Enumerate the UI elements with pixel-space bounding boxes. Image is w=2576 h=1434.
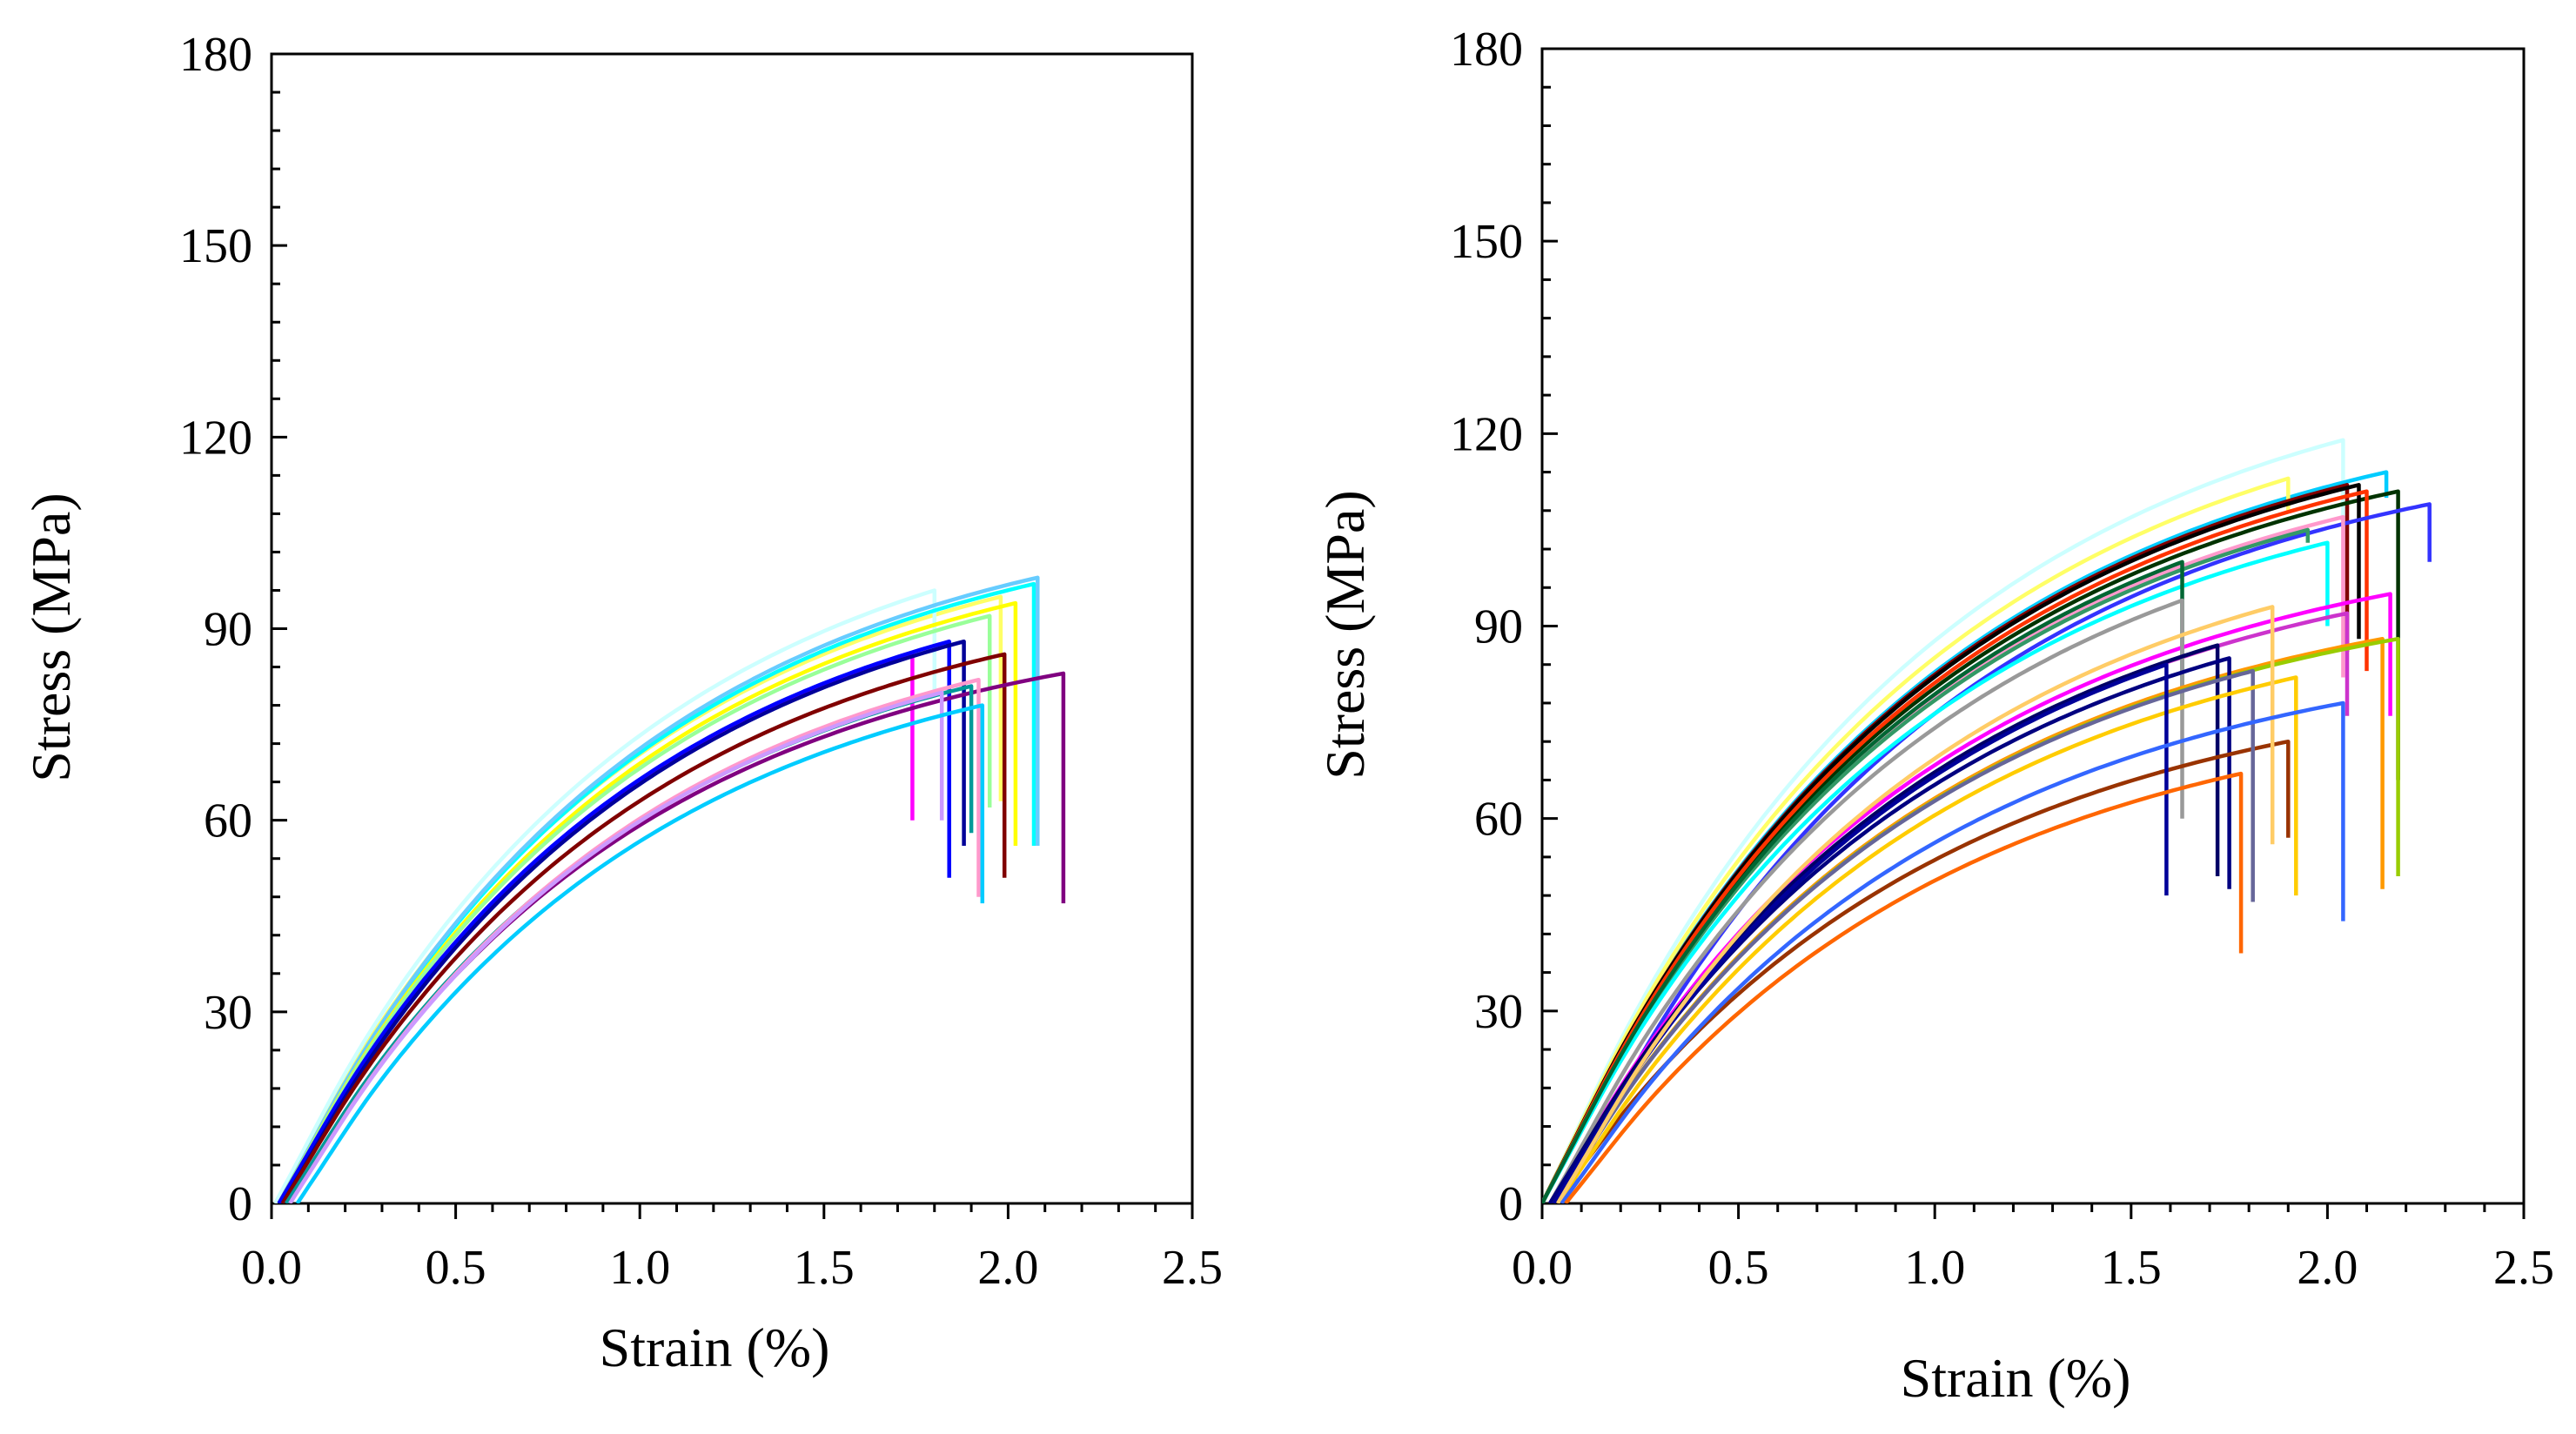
series-line-s4 (277, 575, 1040, 1203)
left-stress-strain-chart: 0 30 60 90 120 150 180 0.0 0.5 1.0 1.5 2.0 2.5 Strain… (20, 28, 1223, 1378)
series-line-r6 (1542, 483, 2361, 1203)
x-axis-title: Strain (%) (1901, 1347, 2131, 1409)
y-tick-label: 120 (179, 411, 252, 465)
series-line-r1 (1542, 438, 2345, 1203)
series-line-s6 (277, 613, 992, 1203)
series-line-r11 (1542, 540, 2330, 1203)
y-tick-label: 60 (1474, 793, 1523, 847)
x-tick-label: 0.0 (241, 1241, 302, 1295)
x-tick-label: 0.5 (1708, 1241, 1769, 1295)
series-group (273, 575, 1066, 1203)
series-line-r12 (1542, 560, 2184, 1203)
y-tick-label: 90 (204, 603, 252, 657)
series-line-s5 (277, 600, 1018, 1203)
series-line-s15 (295, 703, 985, 1203)
series-line-r5 (1542, 489, 2400, 1203)
series-line-s8 (277, 639, 951, 1203)
series-group (1542, 438, 2432, 1203)
x-tick-label: 1.0 (1904, 1241, 1965, 1295)
x-tick-label: 0.0 (1512, 1241, 1573, 1295)
series-line-s1 (273, 594, 1003, 1203)
x-tick-label: 2.5 (1162, 1241, 1223, 1295)
series-line-r25 (1560, 700, 2345, 1203)
y-tick-label: 0 (1499, 1177, 1523, 1231)
series-line-s7 (277, 652, 915, 1203)
x-axis-title: Strain (%) (600, 1317, 830, 1378)
x-tick-label: 2.5 (2493, 1241, 2554, 1295)
y-tick-label: 180 (1450, 23, 1523, 77)
series-line-s11 (285, 671, 1066, 1203)
y-tick-label: 30 (1474, 985, 1523, 1039)
y-axis-title: Stress (MPa) (20, 493, 82, 781)
series-line-s9 (280, 639, 966, 1203)
x-tick-label: 0.5 (426, 1241, 486, 1295)
series-line-r13 (1548, 592, 2392, 1203)
series-line-r22 (1556, 675, 2298, 1203)
y-tick-label: 90 (1474, 600, 1523, 654)
y-axis-title: Stress (MPa) (1314, 490, 1376, 779)
y-tick-label: 30 (204, 986, 252, 1040)
x-tick-label: 1.0 (609, 1241, 670, 1295)
y-tick-label: 150 (179, 219, 252, 273)
series-line-r15 (1548, 598, 2184, 1203)
x-tick-label: 1.5 (794, 1241, 855, 1295)
series-line-r19 (1548, 656, 2231, 1203)
y-tick-label: 0 (228, 1177, 252, 1231)
x-tick-label: 2.0 (2297, 1241, 2358, 1295)
x-tick-label: 1.5 (2101, 1241, 2162, 1295)
series-line-r2 (1542, 470, 2389, 1203)
series-line-r24 (1556, 605, 2275, 1203)
y-tick-label: 120 (1450, 407, 1523, 461)
series-line-r4 (1542, 483, 2350, 1203)
series-line-r16 (1552, 636, 2385, 1203)
series-line-r8 (1560, 502, 2432, 1203)
y-tick-label: 180 (179, 28, 252, 82)
right-stress-strain-chart: 0 30 60 90 120 150 180 0.0 0.5 1.0 1.5 2.0 2.5 Strain… (1314, 23, 2554, 1409)
series-line-r7 (1542, 489, 2369, 1203)
series-line-s14 (288, 690, 944, 1203)
x-tick-label: 2.0 (977, 1241, 1038, 1295)
series-line-r21 (1552, 668, 2255, 1203)
series-line-s10 (280, 652, 1007, 1203)
series-line-r3 (1542, 476, 2291, 1203)
y-tick-label: 150 (1450, 215, 1523, 269)
series-line-s2 (273, 588, 937, 1203)
y-tick-label: 60 (204, 794, 252, 848)
series-line-r26 (1564, 771, 2244, 1203)
